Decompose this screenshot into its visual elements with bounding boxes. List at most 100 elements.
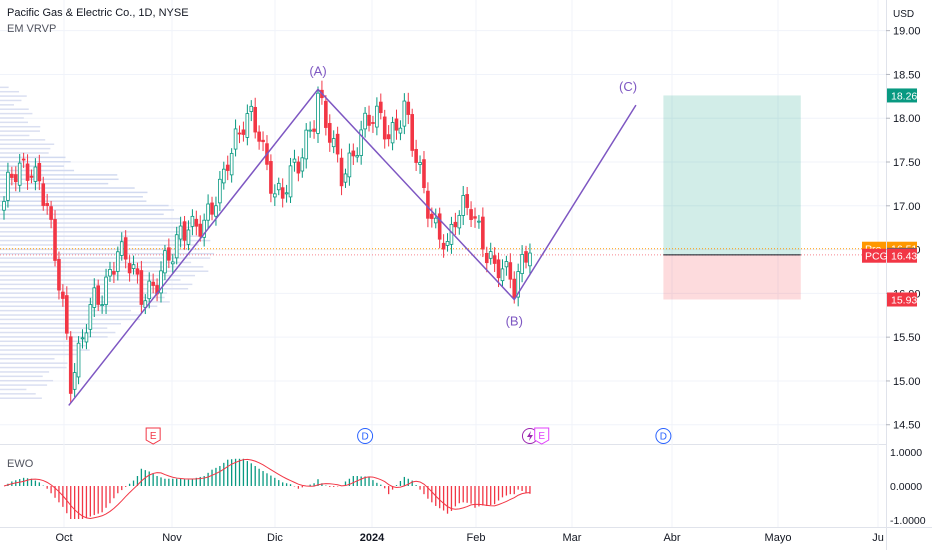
- candle-body: [304, 129, 309, 160]
- indicator-label[interactable]: EM VRVP: [7, 23, 57, 35]
- volume-profile-bar: [0, 178, 119, 181]
- candle-body: [92, 287, 97, 308]
- currency-label[interactable]: USD: [893, 9, 915, 20]
- volume-profile-bar: [0, 152, 49, 154]
- volume-profile-bar: [0, 366, 67, 369]
- x-tick-label: 2024: [360, 532, 385, 544]
- candle-body: [327, 123, 332, 143]
- candle-body: [49, 206, 53, 220]
- candle-body: [210, 202, 214, 215]
- price-badge-bg: [887, 248, 917, 263]
- candle-body: [481, 216, 485, 250]
- price-badge-label: 18.26: [891, 90, 917, 102]
- candle-body: [135, 268, 140, 275]
- candle-body: [390, 122, 395, 144]
- candle-body: [37, 163, 42, 182]
- price-badge-bg: [887, 88, 917, 103]
- volume-profile-bar: [0, 397, 42, 399]
- candle-body: [386, 134, 391, 140]
- candle-body: [33, 166, 38, 182]
- volume-profile-bar: [0, 371, 50, 373]
- price-badge-label: 16.43: [891, 251, 917, 263]
- candle-body: [241, 129, 246, 135]
- dividend-letter: D: [660, 432, 667, 443]
- y-tick-label: 18.00: [893, 113, 921, 125]
- candle-body: [139, 270, 144, 305]
- candle-body: [520, 254, 524, 274]
- candle-body: [17, 162, 22, 186]
- volume-profile-bar: [0, 349, 90, 351]
- candle-body: [127, 263, 132, 274]
- volume-profile-bar: [0, 353, 77, 356]
- volume-profile-bar: [0, 375, 43, 378]
- volume-profile-bar: [0, 283, 193, 286]
- candle-body: [233, 128, 238, 150]
- y-tick-label: 19.00: [893, 26, 921, 38]
- earnings-letter: E: [150, 431, 157, 442]
- candle-body: [355, 155, 360, 158]
- candle-body: [363, 112, 367, 130]
- earnings-letter: E: [538, 431, 545, 442]
- ewo-tick-label: 1.0000: [890, 447, 922, 459]
- candle-body: [394, 118, 399, 131]
- price-badge-label: 15.93: [891, 295, 917, 307]
- volume-profile-bar: [0, 104, 14, 106]
- candle-body: [194, 218, 199, 227]
- volume-profile-bar: [0, 112, 33, 115]
- volume-profile-bar: [0, 130, 40, 132]
- candles: [2, 80, 532, 403]
- volume-profile-bar: [0, 121, 28, 124]
- candle-body: [249, 105, 254, 112]
- candle-body: [159, 270, 163, 294]
- candle-body: [504, 261, 509, 268]
- volume-profile-bar: [0, 266, 204, 268]
- candle-body: [229, 153, 234, 176]
- volume-profile-bar: [0, 213, 164, 216]
- volume-profile-bar: [0, 279, 181, 281]
- candle-body: [375, 105, 379, 128]
- x-tick-label: Feb: [467, 532, 486, 544]
- candle-body: [359, 129, 363, 156]
- candle-body: [178, 225, 183, 240]
- candle-body: [300, 157, 305, 172]
- candle-body: [465, 194, 469, 208]
- volume-profile-bar: [0, 331, 116, 334]
- candle-body: [433, 217, 438, 224]
- candle-body: [280, 187, 285, 199]
- candle-body: [410, 114, 414, 151]
- candle-body: [257, 131, 261, 142]
- candle-body: [312, 128, 316, 132]
- volume-profile-bar: [0, 239, 211, 242]
- volume-profile-bar: [0, 209, 175, 211]
- candle-body: [119, 241, 124, 256]
- candle-body: [284, 192, 289, 195]
- volume-profile-bar: [0, 388, 27, 391]
- volume-profile-bar: [0, 90, 20, 93]
- candle-body: [218, 178, 222, 204]
- candle-body: [123, 237, 128, 260]
- wave-line: [68, 88, 637, 406]
- candle-body: [426, 190, 430, 219]
- candle-body: [324, 100, 328, 128]
- candle-body: [131, 264, 136, 269]
- candle-body: [206, 203, 210, 221]
- candle-body: [6, 171, 10, 201]
- candle-body: [84, 332, 89, 343]
- candle-body: [524, 251, 528, 263]
- x-tick-label: Ju: [872, 532, 884, 544]
- volume-profile-bar: [0, 301, 170, 303]
- x-tick-label: Nov: [162, 532, 182, 544]
- candle-body: [406, 101, 411, 115]
- ewo-label[interactable]: EWO: [7, 458, 34, 470]
- candle-body: [41, 183, 46, 206]
- candle-body: [292, 158, 297, 163]
- candle-body: [288, 165, 293, 198]
- candle-body: [343, 173, 348, 183]
- volume-profile-bar: [0, 244, 199, 246]
- candle-body: [371, 122, 375, 124]
- volume-profile-bar: [0, 200, 147, 202]
- ewo-signal-line: [3, 458, 530, 519]
- volume-profile-bar: [0, 270, 209, 272]
- candle-body: [10, 173, 14, 178]
